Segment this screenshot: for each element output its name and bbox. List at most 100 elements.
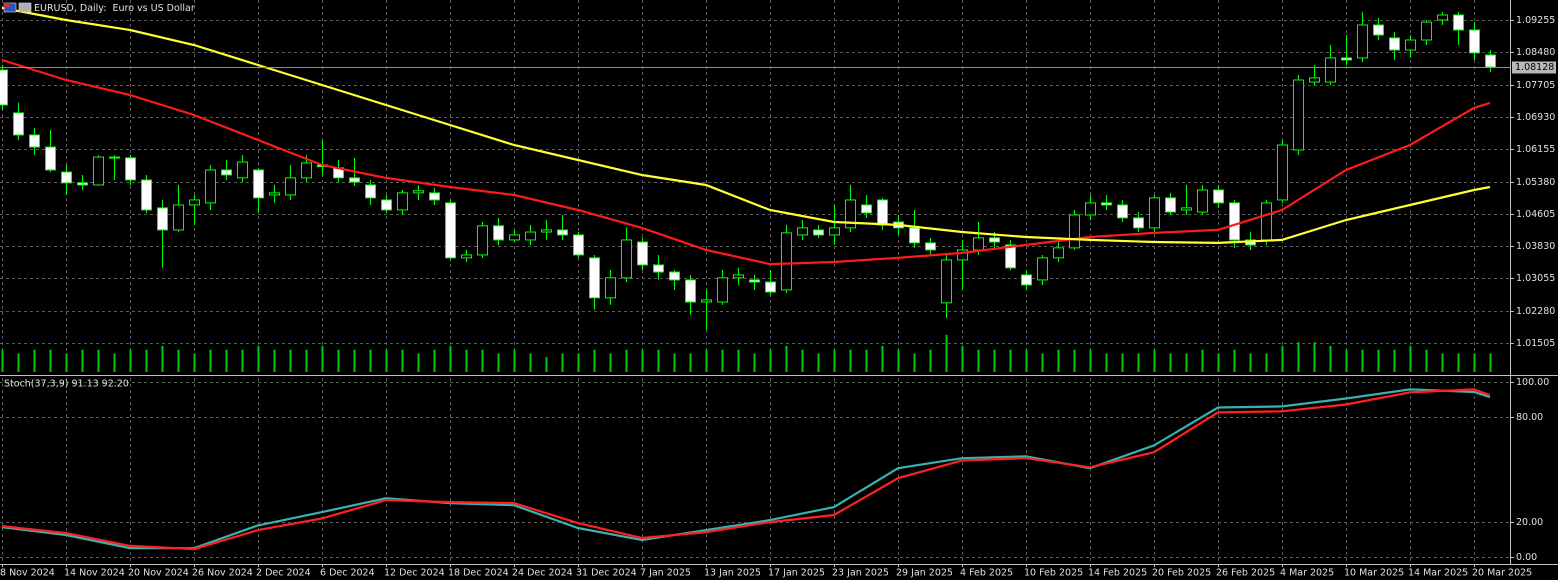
candle-body [813,229,824,236]
candle-body [1261,202,1272,241]
candle-body [45,146,56,171]
candle-body [685,279,696,303]
candle-body [445,202,456,259]
candle-body [701,299,712,303]
y-tick-label: 1.04605 [1516,209,1555,220]
candle-body [973,237,984,251]
y-tick-label: 1.05380 [1516,177,1555,188]
y-tick-label: 1.02280 [1516,306,1555,317]
candle-body [733,274,744,279]
x-tick-label: 10 Feb 2025 [1024,568,1083,579]
candle-body [1485,54,1496,68]
candle-body [541,229,552,233]
y-tick-label: 1.06930 [1516,112,1555,123]
candle-body [621,239,632,279]
x-tick-label: 26 Feb 2025 [1216,568,1275,579]
candle-body [877,199,888,226]
candle-body [397,192,408,211]
candle-body [1133,217,1144,229]
candle-body [1389,37,1400,51]
candle-body [957,249,968,261]
chart-title: EURUSD, Daily: Euro vs US Dollar [34,3,195,14]
candle-body [925,242,936,251]
candle-body [669,271,680,281]
candle-body [1421,21,1432,41]
indicator-line [1,6,1491,245]
candle-body [557,229,568,236]
candle-body [1005,244,1016,269]
candle-body [253,169,264,199]
candle-body [861,204,872,214]
candle-body [1309,77,1320,83]
candle-body [1117,204,1128,219]
y-tick-label: 1.09255 [1516,15,1555,26]
candle-body [1469,29,1480,54]
candle-body [909,227,920,244]
candle-body [509,234,520,241]
y-tick-label: 100.00 [1516,377,1549,388]
candle-body [797,227,808,236]
x-tick-label: 24 Dec 2024 [512,568,573,579]
x-tick-label: 13 Jan 2025 [704,568,761,579]
last-price-label: 1.08128 [1515,62,1554,73]
candle-body [1085,202,1096,216]
x-tick-label: 20 Nov 2024 [128,568,189,579]
candle-body [717,277,728,303]
candle-body [941,259,952,304]
x-tick-label: 7 Jan 2025 [640,568,691,579]
x-tick-label: 18 Dec 2024 [448,568,509,579]
x-tick-label: 20 Mar 2025 [1472,568,1532,579]
candle-body [1341,57,1352,61]
candle-body [989,237,1000,243]
last-price-box [1512,61,1556,74]
x-tick-label: 29 Jan 2025 [896,568,953,579]
candle-body [1405,39,1416,51]
y-tick-label: 0.00 [1516,552,1537,563]
candle-body [1165,197,1176,213]
indicator-line [1,58,1491,266]
x-tick-label: 2 Dec 2024 [256,568,311,579]
candle-body [157,207,168,231]
candle-body [77,182,88,186]
candle-body [1181,207,1192,211]
x-tick-label: 26 Nov 2024 [192,568,253,579]
candle-body [109,156,120,159]
x-tick-label: 8 Nov 2024 [0,568,55,579]
candle-body [93,156,104,186]
candle-body [29,134,40,148]
candle-body [1149,197,1160,229]
candle-body [141,179,152,211]
x-tick-label: 23 Jan 2025 [832,568,889,579]
candle-body [285,177,296,196]
candle-body [749,279,760,283]
candle-body [525,231,536,241]
candle-body [1453,14,1464,31]
candle-body [493,225,504,241]
x-tick-label: 14 Mar 2025 [1408,568,1468,579]
y-tick-label: 1.03830 [1516,241,1555,252]
x-tick-label: 20 Feb 2025 [1152,568,1211,579]
candle-body [125,157,136,181]
candle-body [429,192,440,201]
y-tick-label: 80.00 [1516,412,1543,423]
candle-body [845,199,856,229]
candle-body [61,171,72,184]
x-tick-label: 31 Dec 2024 [576,568,637,579]
x-tick-label: 4 Feb 2025 [960,568,1013,579]
y-tick-label: 1.01505 [1516,338,1555,349]
y-tick-label: 20.00 [1516,517,1543,528]
candle-body [1437,14,1448,21]
candle-body [189,199,200,206]
candle-body [605,277,616,299]
candle-body [589,257,600,299]
candle-body [1293,79,1304,151]
candle-body [13,112,24,136]
candle-body [381,199,392,211]
candle-body [1053,247,1064,259]
x-tick-label: 12 Dec 2024 [384,568,445,579]
candle-body [637,241,648,266]
candle-body [781,232,792,291]
x-tick-label: 14 Nov 2024 [64,568,125,579]
